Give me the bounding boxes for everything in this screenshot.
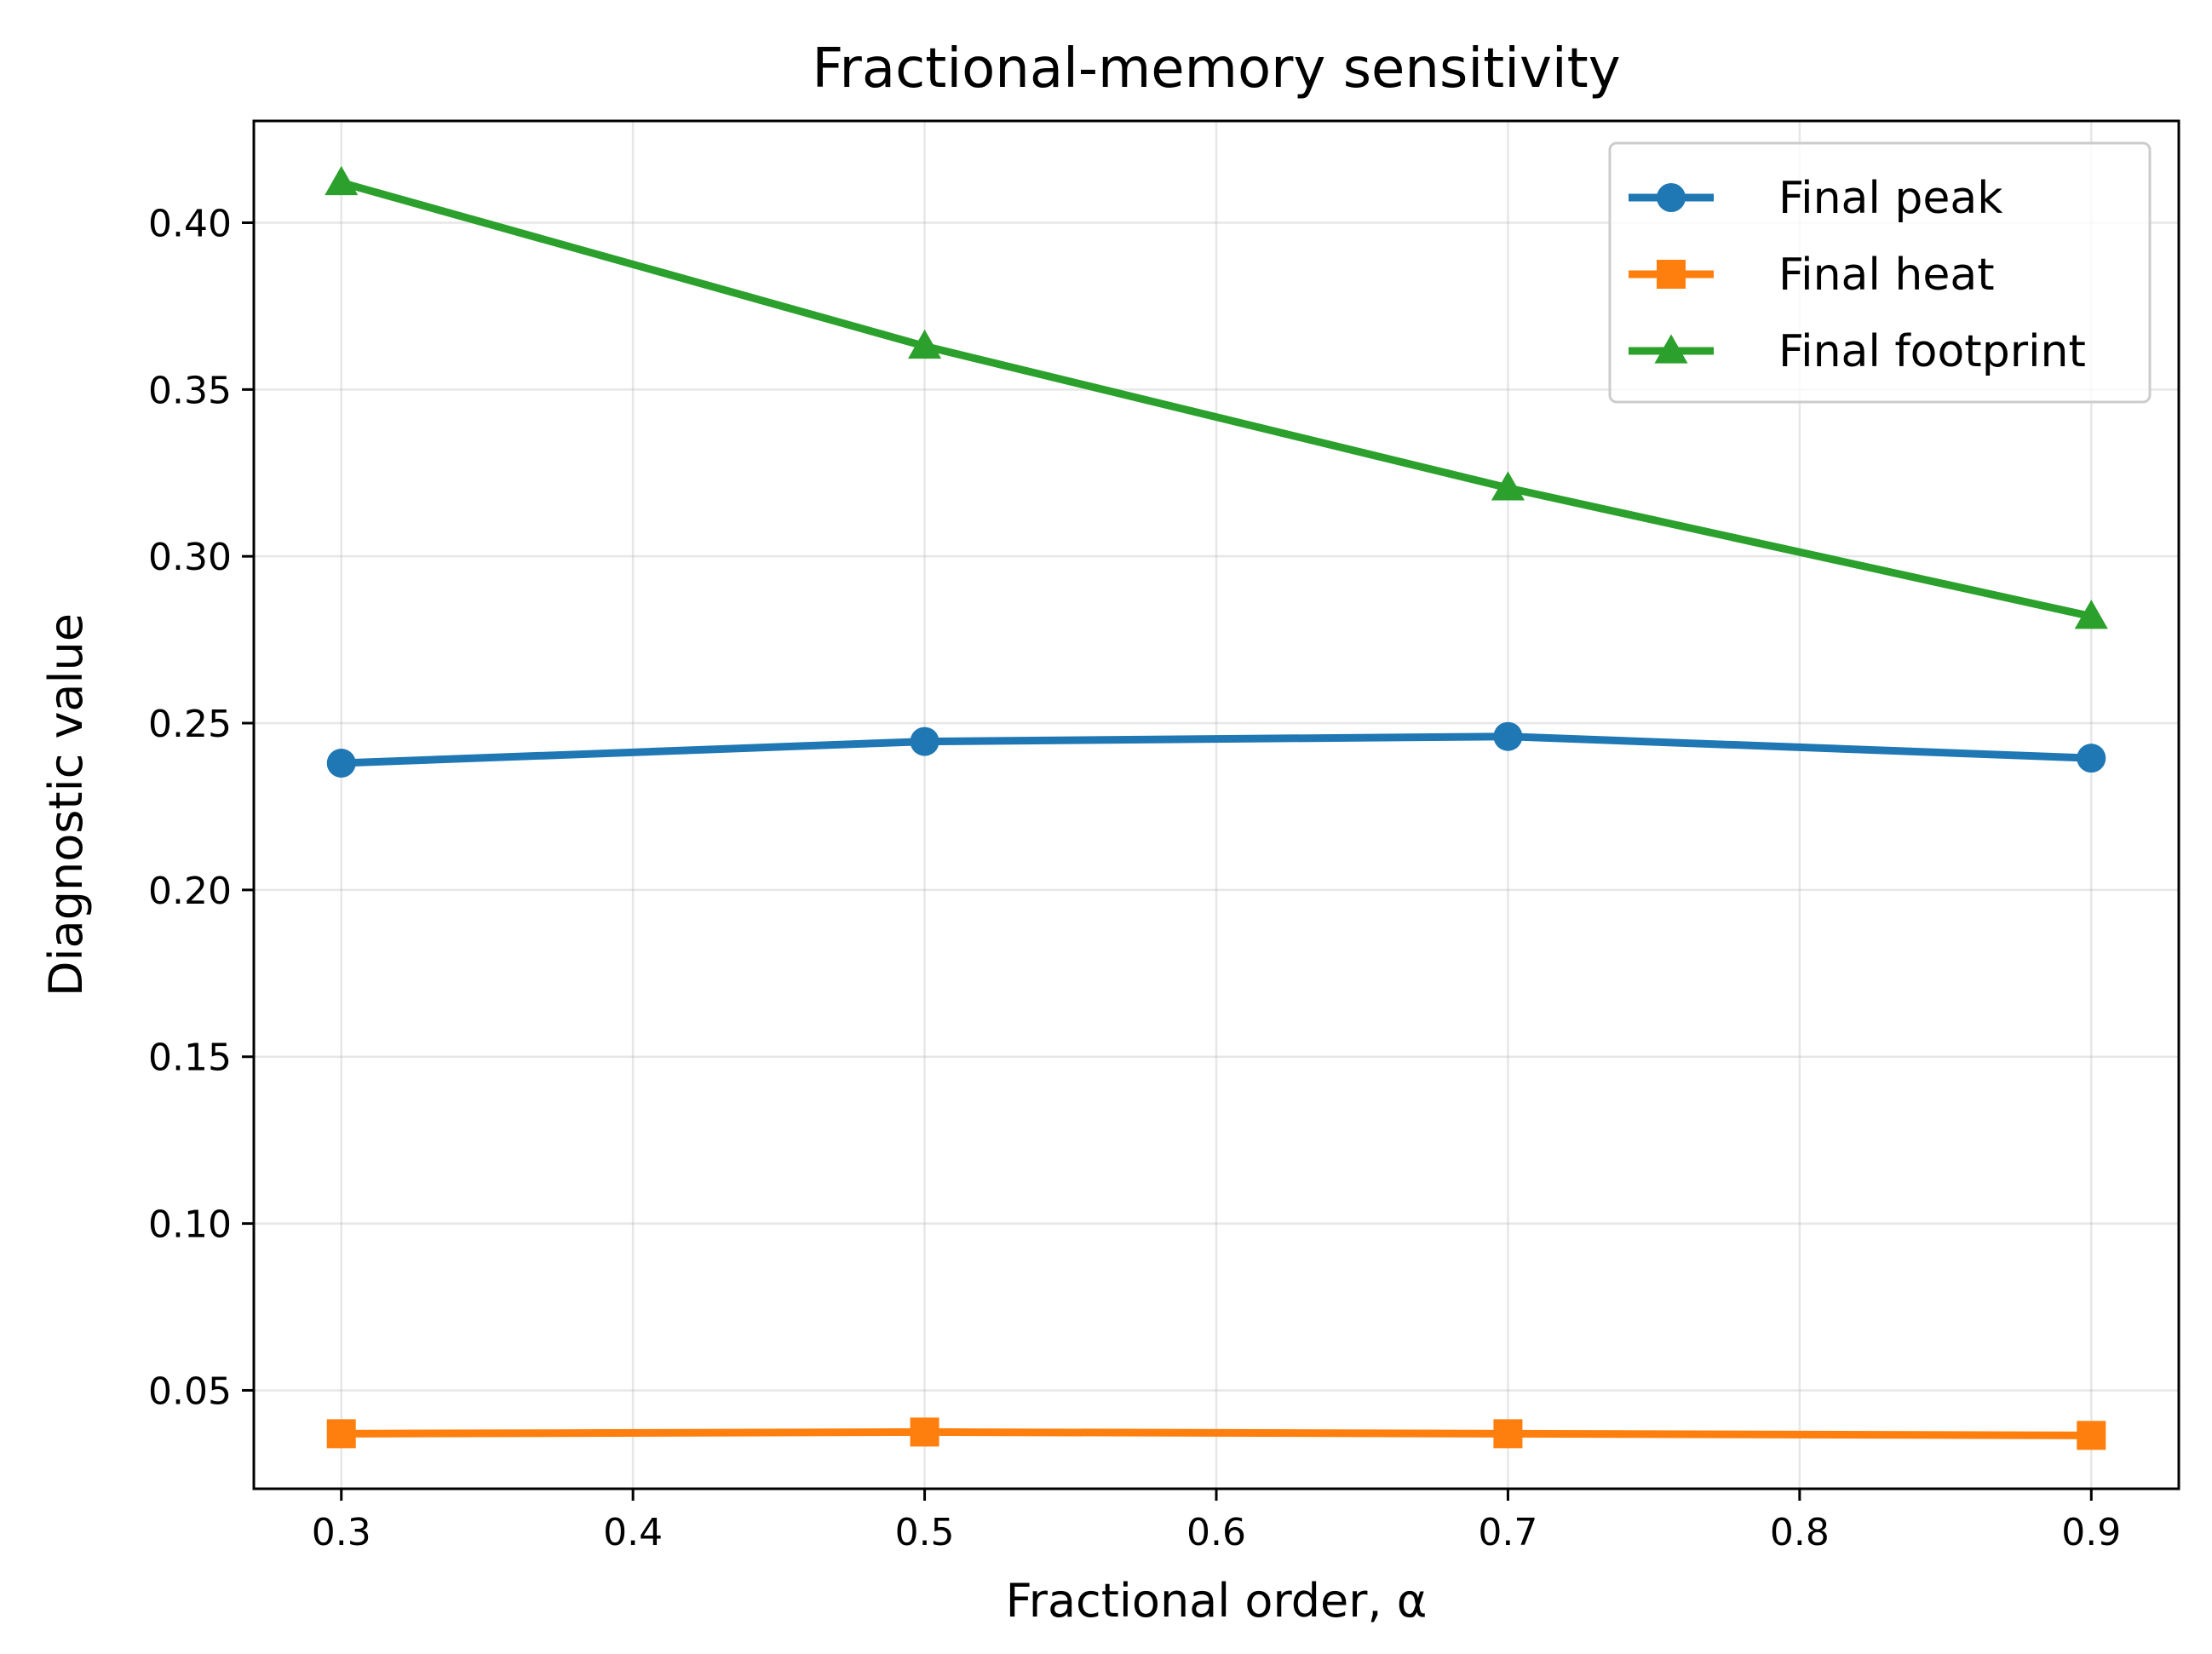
- y-tick-label: 0.30: [148, 536, 232, 579]
- series-line: [337, 178, 2095, 621]
- series-line: [337, 1427, 2095, 1439]
- data-point: [910, 726, 939, 756]
- x-tick-label: 0.3: [312, 1511, 371, 1554]
- legend-marker: [1657, 183, 1686, 212]
- data-point: [2074, 600, 2108, 629]
- y-tick-label: 0.25: [148, 703, 232, 746]
- data-point: [2077, 1421, 2106, 1450]
- x-tick-label: 0.6: [1186, 1511, 1246, 1554]
- series-line: [337, 732, 2095, 767]
- y-axis-title: Diagnostic value: [39, 613, 93, 996]
- legend-item: Final heat: [1629, 250, 1995, 301]
- data-point: [908, 329, 942, 359]
- x-tick-label: 0.7: [1478, 1511, 1537, 1554]
- x-tick-label: 0.9: [2061, 1511, 2121, 1554]
- legend-marker: [1654, 334, 1688, 364]
- x-axis: 0.3 0.4 0.5 0.6 0.7 0.8 0.9: [312, 1489, 2121, 1554]
- y-tick-label: 0.20: [148, 870, 232, 913]
- x-tick-label: 0.5: [895, 1511, 955, 1554]
- y-tick-label: 0.35: [148, 369, 232, 412]
- x-tick-label: 0.8: [1770, 1511, 1830, 1554]
- data-point: [326, 749, 356, 778]
- data-point: [2077, 744, 2106, 773]
- legend-item: Final peak: [1629, 173, 2002, 224]
- y-tick-label: 0.05: [148, 1370, 232, 1413]
- legend-item: Final footprint: [1629, 326, 2086, 377]
- data-point: [910, 1417, 939, 1447]
- chart-title: Fractional-memory sensitivity: [812, 37, 1620, 101]
- data-point: [1493, 721, 1523, 751]
- legend-label: Final footprint: [1778, 326, 2086, 377]
- series-final-footprint: [325, 165, 2108, 629]
- series-final-peak: [326, 721, 2106, 778]
- series-final-heat: [326, 1417, 2106, 1450]
- legend-box: [1608, 141, 2152, 404]
- x-axis-title: Fractional order, α: [1006, 1574, 1428, 1628]
- data-point: [326, 1419, 356, 1449]
- legend: Final peak Final heat Final footprint: [1608, 141, 2152, 404]
- data-point: [1491, 471, 1525, 501]
- legend-label: Final heat: [1778, 250, 1995, 301]
- legend-marker: [1657, 260, 1686, 289]
- series-layer: [325, 165, 2108, 1450]
- data-point: [1493, 1419, 1523, 1449]
- legend-label: Final peak: [1778, 173, 2002, 224]
- y-tick-label: 0.15: [148, 1037, 232, 1080]
- y-tick-label: 0.10: [148, 1203, 232, 1247]
- y-tick-label: 0.40: [148, 202, 232, 245]
- y-axis: 0.05 0.10 0.15 0.20 0.25 0.30 0.35 0.40: [148, 202, 254, 1413]
- x-tick-label: 0.4: [603, 1511, 663, 1554]
- data-point: [325, 165, 359, 196]
